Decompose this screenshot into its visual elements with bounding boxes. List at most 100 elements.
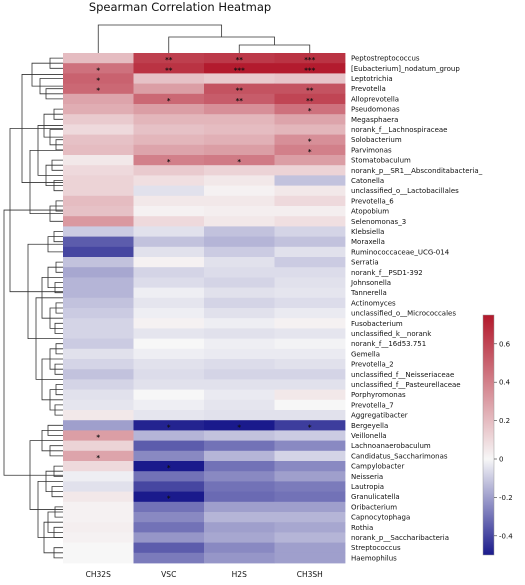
row-label: Pseudomonas [351, 106, 400, 114]
heatmap-cell [63, 491, 134, 503]
row-label: Megasphaera [351, 116, 398, 124]
heatmap-cell [204, 175, 275, 186]
heatmap-cell [204, 338, 275, 350]
row-label: Fusobacterium [351, 320, 403, 328]
heatmap-cell [63, 104, 134, 115]
row-label: Bergeyella [351, 422, 388, 430]
row-label: Ruminococcaceae_UCG-014 [351, 248, 450, 256]
heatmap-cell [63, 369, 134, 380]
heatmap-cell [274, 440, 346, 452]
significance-mark: * [96, 66, 100, 74]
row-label: unclassified_f__Neisseriaceae [351, 371, 454, 379]
heatmap-cell [63, 155, 134, 166]
heatmap-cell [133, 297, 205, 309]
heatmap-cell [274, 83, 346, 95]
heatmap-cell [133, 144, 205, 156]
heatmap-cell [133, 134, 205, 146]
heatmap-cell [204, 542, 275, 554]
colorbar-tick-label: 0.2 [499, 417, 510, 425]
heatmap-cell [204, 206, 275, 217]
row-label: Porphyromonas [351, 391, 406, 399]
heatmap-cell [133, 53, 205, 64]
heatmap-cell [274, 124, 346, 135]
heatmap-cell [133, 104, 205, 115]
significance-mark: ** [306, 87, 314, 95]
row-label: Stomatobaculum [351, 157, 411, 165]
heatmap-cell [133, 236, 205, 248]
row-label: Streptococcus [351, 544, 401, 552]
heatmap-cell [133, 93, 205, 105]
heatmap-cell [63, 318, 134, 329]
row-label: Alloprevotella [351, 95, 399, 103]
significance-mark: *** [234, 66, 245, 74]
heatmap-cell [274, 277, 346, 288]
row-label: Johnsonella [350, 279, 391, 287]
heatmap-cell [133, 552, 205, 564]
heatmap-cell [133, 206, 205, 217]
heatmap-cell [204, 491, 275, 503]
heatmap-cell [133, 542, 205, 554]
heatmap-cell [133, 257, 205, 268]
heatmap-cell [274, 155, 346, 166]
heatmap-cell [274, 512, 346, 523]
heatmap-cell [274, 226, 346, 237]
heatmap-cell [274, 93, 346, 105]
heatmap-cell [63, 471, 134, 482]
significance-mark: * [167, 423, 171, 431]
heatmap-cell [274, 63, 346, 74]
heatmap-cell [274, 216, 346, 227]
heatmap-cell [274, 481, 346, 492]
heatmap-cell [274, 144, 346, 156]
colorbar-gradient [482, 314, 495, 556]
row-label: Lachnoanaerobaculum [351, 442, 431, 450]
heatmap-cell [133, 338, 205, 350]
significance-mark: ** [165, 66, 173, 74]
row-label: Peptostreptococcus [351, 55, 420, 63]
heatmap-cell [63, 93, 134, 105]
significance-marks: ** ** **** ** *** ***** ** *** ** ****** ** * ***** [96, 56, 315, 503]
heatmap-cell [133, 359, 205, 370]
row-label: norank_p__SR1__Absconditabacteria_ [351, 167, 483, 175]
significance-mark: * [237, 423, 241, 431]
heatmap-cell [63, 257, 134, 268]
heatmap-cell [63, 379, 134, 390]
row-label: norank_p__Saccharibacteria [351, 534, 449, 542]
row-label: Capnocytophaga [351, 514, 410, 522]
heatmap-cell [133, 379, 205, 390]
heatmap-cell [63, 328, 134, 339]
heatmap-cell [204, 399, 275, 411]
heatmap-cell [204, 287, 275, 299]
heatmap-cell [204, 297, 275, 309]
heatmap-cell [63, 83, 134, 95]
heatmap-cell [63, 53, 134, 64]
heatmap-cell [204, 185, 275, 197]
dendrogram-branch [97, 24, 223, 53]
heatmap-cell [204, 359, 275, 370]
heatmap-cell [133, 226, 205, 237]
heatmap-cell [274, 185, 346, 197]
heatmap-cell [133, 63, 205, 74]
row-label: Granulicatella [351, 493, 400, 501]
row-label: Klebsiella [351, 228, 384, 236]
heatmap-cell [204, 481, 275, 492]
heatmap-cell [274, 104, 346, 115]
significance-mark: * [96, 87, 100, 95]
heatmap-cell [204, 348, 275, 360]
heatmap-cell [63, 461, 134, 472]
heatmap-cell [63, 216, 134, 227]
heatmap-cell [63, 185, 134, 197]
heatmap-cell [204, 277, 275, 288]
heatmap-cell [133, 328, 205, 339]
heatmap-cell [133, 348, 205, 360]
heatmap-cell [274, 542, 346, 554]
heatmap-cell [133, 155, 205, 166]
heatmap-cell [133, 532, 205, 543]
heatmap-cell [274, 379, 346, 390]
heatmap-cell [63, 420, 134, 431]
heatmap-cell [204, 134, 275, 146]
heatmap-cell [274, 318, 346, 329]
column-label: VSC [161, 570, 176, 579]
heatmap-cell [274, 206, 346, 217]
heatmap-cell [133, 389, 205, 401]
